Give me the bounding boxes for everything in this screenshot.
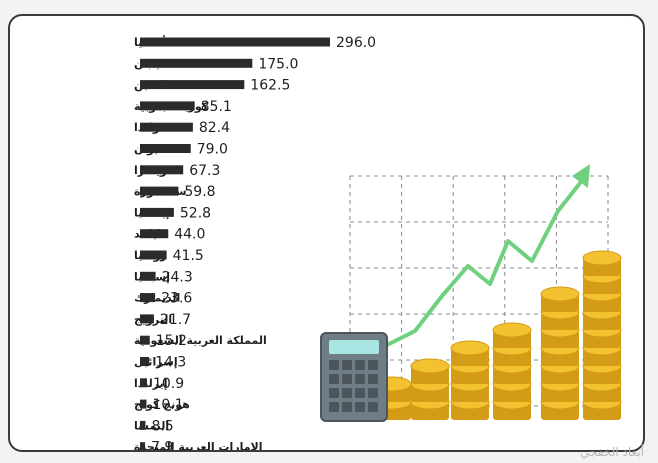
finance-illustration <box>320 164 622 422</box>
trend-arrow <box>353 176 586 373</box>
value-label: 10.1 <box>152 397 183 413</box>
coin-top <box>450 340 490 356</box>
calculator-key <box>355 402 365 412</box>
calculator-key <box>355 360 365 370</box>
bar <box>140 357 150 366</box>
category-label: هونج كونج <box>134 398 190 411</box>
coin-top <box>492 322 532 338</box>
value-label: 10.9 <box>153 376 184 392</box>
calculator-key <box>329 374 339 384</box>
calculator-key <box>355 374 365 384</box>
value-label: 296.0 <box>336 35 376 51</box>
calculator-key <box>329 402 339 412</box>
bar <box>140 144 191 153</box>
bar <box>140 378 147 388</box>
bar <box>140 314 154 324</box>
coin-top <box>582 250 622 266</box>
calculator-key <box>329 360 339 370</box>
coin-stack <box>492 322 532 420</box>
calculator-key <box>368 388 378 398</box>
calculator-key <box>342 374 352 384</box>
value-label: 82.4 <box>199 120 230 136</box>
category-label: المملكة العربية السعودية <box>134 334 267 347</box>
bar <box>140 420 146 430</box>
value-label: 79.0 <box>197 142 228 158</box>
coin-stack <box>410 358 450 420</box>
arrow-head <box>572 164 590 188</box>
value-label: 41.5 <box>173 248 204 264</box>
coin-stack <box>450 340 490 420</box>
value-label: 21.7 <box>160 312 191 328</box>
coin-stack <box>582 250 622 420</box>
bar <box>140 442 146 450</box>
calculator-body <box>320 332 388 422</box>
value-label: 14.3 <box>155 355 186 371</box>
calculator-key <box>342 402 352 412</box>
value-label: 15.2 <box>156 333 187 349</box>
bar <box>140 271 156 281</box>
bar <box>140 335 150 345</box>
bar <box>140 229 169 239</box>
bar <box>140 186 179 196</box>
value-label: 85.1 <box>201 99 232 115</box>
value-label: 44.0 <box>174 227 205 243</box>
value-label: 162.5 <box>250 78 290 94</box>
calculator-icon <box>320 332 388 422</box>
calculator-screen <box>329 340 379 354</box>
calculator-key <box>329 388 339 398</box>
bar <box>140 207 174 217</box>
bar <box>140 165 184 175</box>
coin-top <box>410 358 450 374</box>
bar <box>140 293 156 303</box>
chart-frame: ألمانيا296.0اليابان175.0الصين162.5كوريا … <box>8 14 645 452</box>
value-label: 8.5 <box>151 418 173 434</box>
value-label: 67.3 <box>189 163 220 179</box>
calculator-key <box>368 360 378 370</box>
bar <box>140 58 253 68</box>
calculator-key <box>342 360 352 370</box>
value-label: 23.6 <box>161 291 192 307</box>
bar-chart: ألمانيا296.0اليابان175.0الصين162.5كوريا … <box>134 35 622 452</box>
calculator-key <box>355 388 365 398</box>
category-label: الإمارات العربية المتحدة <box>134 441 263 452</box>
value-label: 175.0 <box>258 56 298 72</box>
bars: ألمانيا296.0اليابان175.0الصين162.5كوريا … <box>134 35 376 452</box>
bar <box>140 122 193 132</box>
value-label: 52.8 <box>180 205 211 221</box>
watermark: أبعاد الخفجي <box>580 445 644 459</box>
coin-top <box>540 286 580 302</box>
bar <box>140 80 245 90</box>
calculator-key <box>368 402 378 412</box>
bar <box>140 37 330 47</box>
calculator-key <box>368 374 378 384</box>
bar <box>140 101 195 111</box>
coin-stack <box>540 286 580 420</box>
bar <box>140 250 167 260</box>
bar <box>140 399 147 409</box>
value-label: 7.9 <box>151 440 173 452</box>
calculator-key <box>342 388 352 398</box>
value-label: 24.3 <box>162 269 193 285</box>
value-label: 59.8 <box>184 184 215 200</box>
